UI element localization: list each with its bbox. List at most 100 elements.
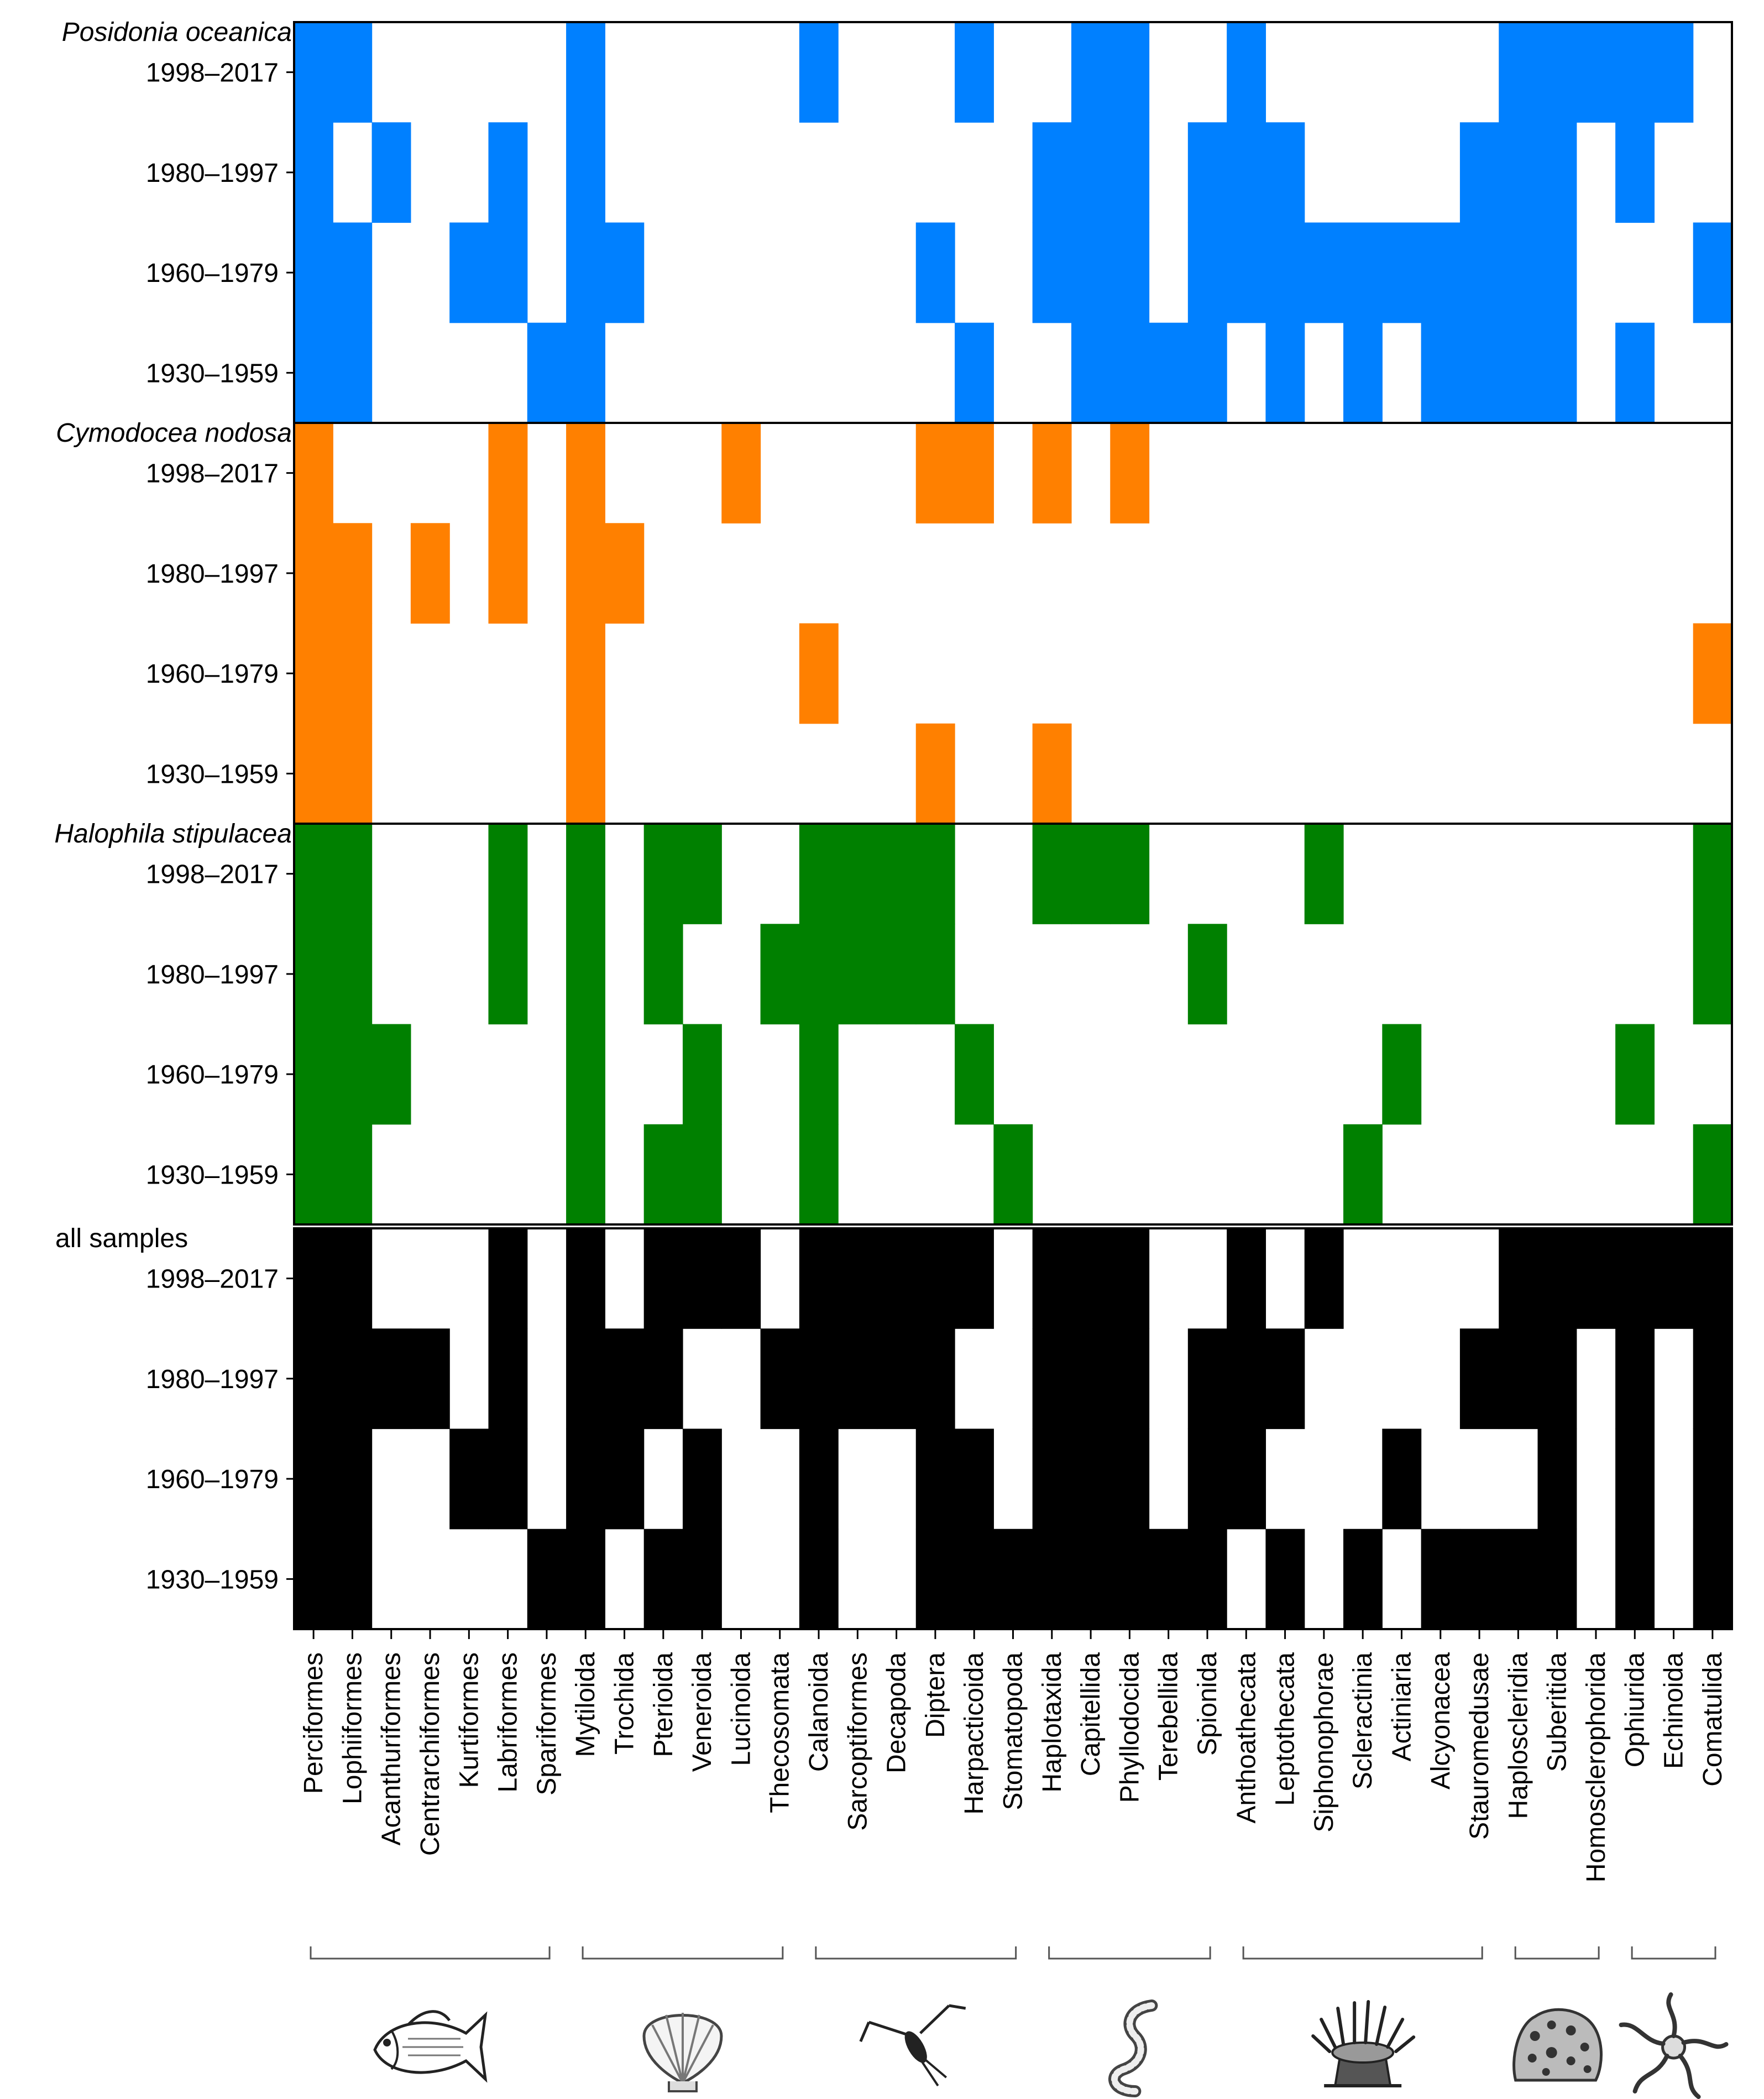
cell-3-2-8 [605, 1428, 645, 1530]
cell-0-2-20 [1071, 222, 1111, 323]
cell-1-0-16 [915, 423, 955, 524]
cell-3-1-13 [799, 1328, 839, 1430]
cell-3-2-36 [1693, 1428, 1732, 1530]
cell-1-2-7 [566, 623, 605, 724]
period-label: 1930–1959 [146, 1160, 279, 1190]
order-label: Leptothecata [1271, 1652, 1300, 1806]
group-bracket [1048, 1946, 1211, 1960]
order-label: Perciformes [299, 1652, 328, 1794]
period-label: 1930–1959 [146, 760, 279, 789]
cell-2-3-1 [333, 1124, 373, 1225]
cell-3-1-30 [1459, 1328, 1499, 1430]
cell-2-1-36 [1693, 924, 1732, 1025]
cell-3-1-25 [1265, 1328, 1305, 1430]
cell-0-3-22 [1149, 322, 1189, 423]
cell-1-0-19 [1032, 423, 1072, 524]
heatmap-panels: 1998–2017 1980–1997 1960–1979 1930–1959 Posi… [54, 18, 1733, 1630]
cell-3-2-32 [1537, 1428, 1577, 1530]
cell-2-0-0 [294, 824, 333, 924]
group-bracket [1631, 1946, 1716, 1960]
period-label: 1930–1959 [146, 359, 279, 388]
cell-3-3-36 [1693, 1529, 1732, 1630]
cell-1-0-11 [721, 423, 761, 524]
cell-0-3-7 [566, 322, 605, 423]
cell-2-3-18 [993, 1124, 1033, 1225]
cell-2-0-16 [915, 824, 955, 924]
order-label: Lophiiformes [338, 1652, 367, 1804]
cell-3-3-19 [1032, 1529, 1072, 1630]
x-axis: Perciformes Lophiiformes Acanthuriformes Ce… [294, 1628, 1732, 1882]
period-label: 1998–2017 [146, 860, 279, 889]
cell-0-2-8 [605, 222, 645, 323]
cell-1-2-1 [333, 623, 373, 724]
cell-3-0-19 [1032, 1228, 1072, 1329]
cell-0-3-29 [1421, 322, 1461, 423]
group-bracket [815, 1946, 1017, 1960]
group-bracket [1242, 1946, 1483, 1960]
cell-3-0-17 [955, 1228, 994, 1329]
cell-0-1-34 [1615, 122, 1655, 223]
cell-0-0-34 [1615, 22, 1655, 123]
cell-0-2-29 [1421, 222, 1461, 323]
order-label: Ophiurida [1620, 1652, 1650, 1767]
sponge-icon [1514, 2009, 1601, 2080]
order-label: Comatulida [1698, 1652, 1728, 1787]
cell-3-3-23 [1187, 1529, 1227, 1630]
cell-2-2-34 [1615, 1024, 1655, 1125]
cell-1-0-17 [955, 423, 994, 524]
cell-3-2-19 [1032, 1428, 1072, 1530]
panel-frame [293, 823, 1733, 1226]
order-label: Alcyonacea [1426, 1652, 1456, 1789]
cell-0-3-17 [955, 322, 994, 423]
cell-0-0-21 [1110, 22, 1150, 123]
cell-3-1-7 [566, 1328, 605, 1430]
cell-0-3-0 [294, 322, 333, 423]
cell-0-2-5 [488, 222, 528, 323]
cell-0-2-19 [1032, 222, 1072, 323]
cell-0-2-27 [1343, 222, 1383, 323]
cell-0-3-1 [333, 322, 373, 423]
cell-3-3-1 [333, 1529, 373, 1630]
group-bracket [310, 1946, 551, 1960]
cell-2-0-21 [1110, 824, 1150, 924]
cell-3-3-20 [1071, 1529, 1111, 1630]
cell-3-1-2 [371, 1328, 411, 1430]
taxon-group-brackets [310, 1946, 1726, 2097]
cell-1-1-0 [294, 523, 333, 624]
cell-1-1-3 [410, 523, 450, 624]
cell-2-0-7 [566, 824, 605, 924]
cell-1-0-7 [566, 423, 605, 524]
order-label: Harpacticoida [960, 1652, 989, 1815]
cell-1-2-36 [1693, 623, 1732, 724]
cell-3-2-24 [1227, 1428, 1266, 1530]
cell-0-0-32 [1537, 22, 1577, 123]
cell-0-2-1 [333, 222, 373, 323]
cell-3-0-14 [838, 1228, 878, 1329]
cell-3-2-34 [1615, 1428, 1655, 1530]
cell-3-2-1 [333, 1428, 373, 1530]
cell-0-1-0 [294, 122, 333, 223]
cell-0-0-17 [955, 22, 994, 123]
cell-3-1-5 [488, 1328, 528, 1430]
order-label: Stomatopoda [999, 1652, 1028, 1810]
period-label: 1960–1979 [146, 1060, 279, 1090]
cell-0-0-1 [333, 22, 373, 123]
cell-3-2-20 [1071, 1428, 1111, 1530]
order-label: Capitellida [1076, 1652, 1106, 1776]
cell-2-1-5 [488, 924, 528, 1025]
cell-3-2-21 [1110, 1428, 1150, 1530]
order-label: Haploscleridia [1504, 1652, 1533, 1819]
period-label: 1980–1997 [146, 559, 279, 589]
cell-3-0-7 [566, 1228, 605, 1329]
cell-3-1-20 [1071, 1328, 1111, 1430]
period-label: 1998–2017 [146, 1265, 279, 1294]
cell-0-1-30 [1459, 122, 1499, 223]
cell-1-1-1 [333, 523, 373, 624]
group-molluscs [582, 1946, 784, 2091]
cell-2-0-26 [1304, 824, 1344, 924]
cell-3-1-12 [760, 1328, 800, 1430]
panel-title: all samples [55, 1224, 188, 1253]
cell-3-1-1 [333, 1328, 373, 1430]
cell-3-0-24 [1227, 1228, 1266, 1329]
cell-3-3-34 [1615, 1529, 1655, 1630]
